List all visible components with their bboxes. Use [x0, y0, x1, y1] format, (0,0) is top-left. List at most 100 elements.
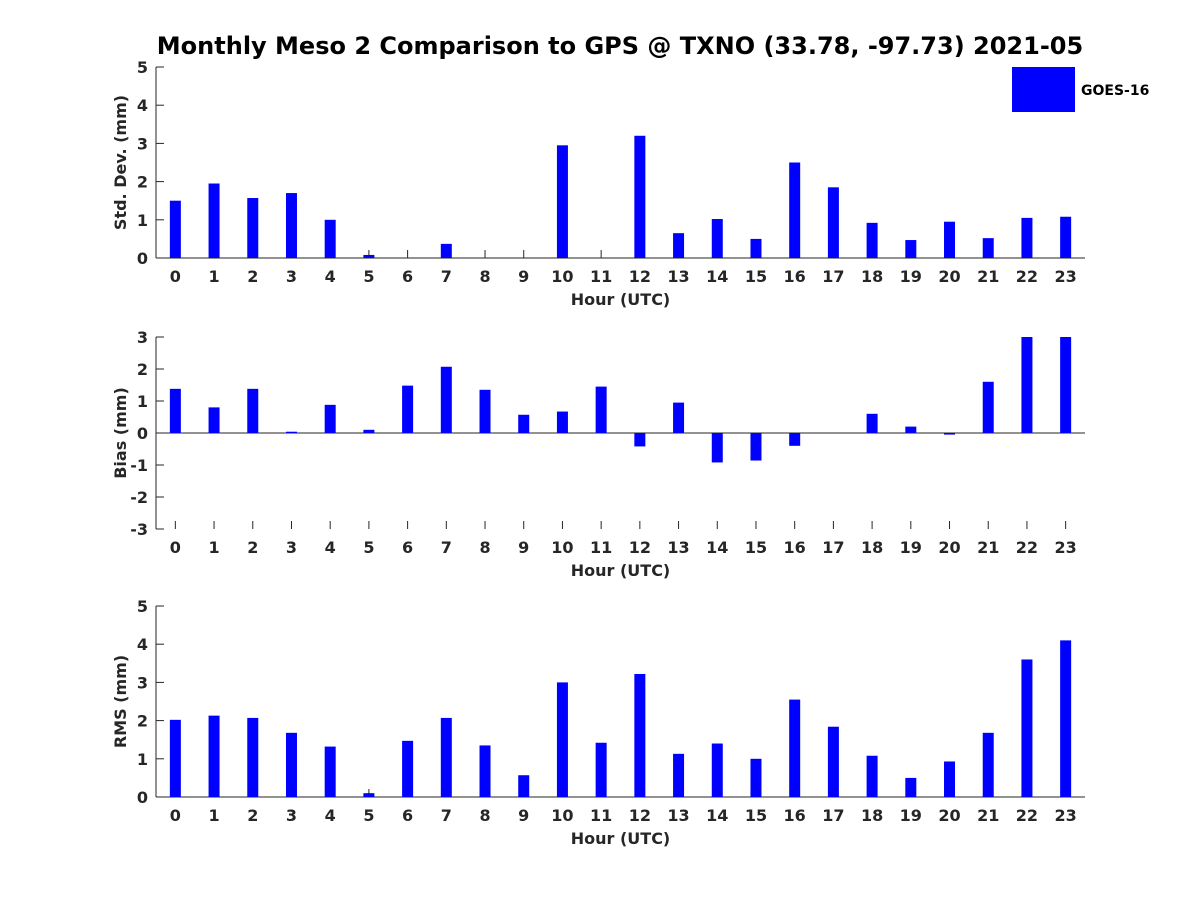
- x-tick-label: 21: [977, 538, 999, 557]
- bar-rms-hour-12: [634, 673, 646, 797]
- bar-bias-hour-13: [673, 402, 685, 433]
- x-tick-label: 22: [1016, 538, 1038, 557]
- x-tick-label: 10: [551, 538, 573, 557]
- legend: GOES-16: [1012, 67, 1149, 112]
- x-tick-label: 0: [170, 806, 181, 825]
- y-tick-label: 4: [137, 96, 148, 115]
- bar-std-hour-20: [944, 221, 956, 258]
- bar-rms-hour-6: [402, 740, 414, 797]
- bar-bias-hour-10: [556, 411, 568, 433]
- y-tick-label: -3: [130, 520, 148, 539]
- bar-bias-hour-9: [518, 414, 530, 433]
- x-tick-label: 15: [745, 806, 767, 825]
- y-axis-label: RMS (mm): [111, 655, 130, 748]
- bar-std-hour-14: [711, 219, 723, 258]
- x-tick-label: 6: [402, 806, 413, 825]
- bar-rms-hour-19: [905, 777, 917, 797]
- x-tick-label: 8: [479, 267, 490, 286]
- x-tick-label: 8: [479, 538, 490, 557]
- bar-std-hour-12: [634, 135, 646, 258]
- x-tick-label: 9: [518, 538, 529, 557]
- x-tick-label: 17: [822, 538, 844, 557]
- bar-bias-hour-18: [866, 413, 878, 433]
- x-tick-label: 4: [325, 538, 336, 557]
- x-tick-label: 14: [706, 538, 728, 557]
- bar-bias-hour-11: [595, 386, 607, 433]
- bar-rms-hour-11: [595, 742, 607, 797]
- bar-std-hour-18: [866, 222, 878, 258]
- x-tick-label: 2: [247, 267, 258, 286]
- bar-bias-hour-1: [208, 407, 220, 433]
- x-tick-label: 0: [170, 538, 181, 557]
- x-tick-label: 6: [402, 267, 413, 286]
- bar-std-hour-21: [982, 238, 994, 258]
- bar-rms-hour-18: [866, 755, 878, 797]
- bar-std-hour-1: [208, 183, 220, 258]
- bar-rms-hour-9: [518, 775, 530, 797]
- x-tick-label: 23: [1055, 806, 1077, 825]
- x-tick-label: 14: [706, 267, 728, 286]
- x-tick-label: 18: [861, 806, 883, 825]
- bar-std-hour-4: [324, 219, 336, 258]
- x-tick-label: 7: [441, 267, 452, 286]
- x-tick-label: 15: [745, 267, 767, 286]
- x-tick-label: 1: [208, 267, 219, 286]
- x-tick-label: 3: [286, 267, 297, 286]
- bar-rms-hour-3: [285, 732, 297, 797]
- x-tick-label: 5: [363, 806, 374, 825]
- x-tick-label: 1: [208, 538, 219, 557]
- bar-bias-hour-16: [789, 433, 801, 446]
- x-tick-label: 3: [286, 806, 297, 825]
- legend-swatch-goes-16: [1012, 67, 1075, 112]
- x-tick-label: 17: [822, 806, 844, 825]
- x-tick-label: 4: [325, 267, 336, 286]
- bar-bias-hour-7: [440, 366, 452, 433]
- x-tick-label: 4: [325, 806, 336, 825]
- x-tick-label: 23: [1055, 267, 1077, 286]
- x-tick-label: 2: [247, 806, 258, 825]
- bar-std-hour-3: [285, 193, 297, 258]
- x-tick-label: 11: [590, 267, 612, 286]
- bar-std-hour-0: [169, 200, 181, 258]
- y-tick-label: 3: [137, 134, 148, 153]
- bar-bias-hour-4: [324, 404, 336, 433]
- bar-rms-hour-15: [750, 758, 762, 797]
- x-tick-label: 11: [590, 538, 612, 557]
- bar-std-hour-17: [827, 187, 839, 258]
- bar-bias-hour-23: [1060, 337, 1072, 433]
- bar-rms-hour-1: [208, 715, 220, 797]
- bar-std-hour-19: [905, 240, 917, 258]
- bar-rms-hour-22: [1021, 659, 1033, 797]
- x-tick-label: 6: [402, 538, 413, 557]
- x-tick-label: 7: [441, 806, 452, 825]
- x-axis-label: Hour (UTC): [571, 561, 671, 580]
- y-tick-label: 5: [137, 597, 148, 616]
- bar-bias-hour-5: [363, 429, 375, 433]
- bar-rms-hour-2: [247, 717, 259, 797]
- bar-rms-hour-20: [944, 761, 956, 797]
- bar-bias-hour-12: [634, 433, 646, 447]
- legend-label-goes-16: GOES-16: [1081, 83, 1149, 99]
- bar-bias-hour-22: [1021, 337, 1033, 433]
- x-tick-label: 10: [551, 806, 573, 825]
- x-tick-label: 12: [629, 538, 651, 557]
- x-tick-label: 0: [170, 267, 181, 286]
- y-tick-label: 0: [137, 788, 148, 807]
- x-tick-label: 16: [784, 538, 806, 557]
- bar-std-hour-10: [556, 145, 568, 258]
- x-tick-label: 1: [208, 806, 219, 825]
- x-tick-label: 5: [363, 267, 374, 286]
- bar-bias-hour-15: [750, 433, 762, 461]
- bar-bias-hour-3: [285, 431, 297, 433]
- bar-bias-hour-19: [905, 426, 917, 433]
- x-tick-label: 18: [861, 267, 883, 286]
- x-tick-label: 14: [706, 806, 728, 825]
- x-tick-label: 19: [900, 267, 922, 286]
- x-tick-label: 19: [900, 538, 922, 557]
